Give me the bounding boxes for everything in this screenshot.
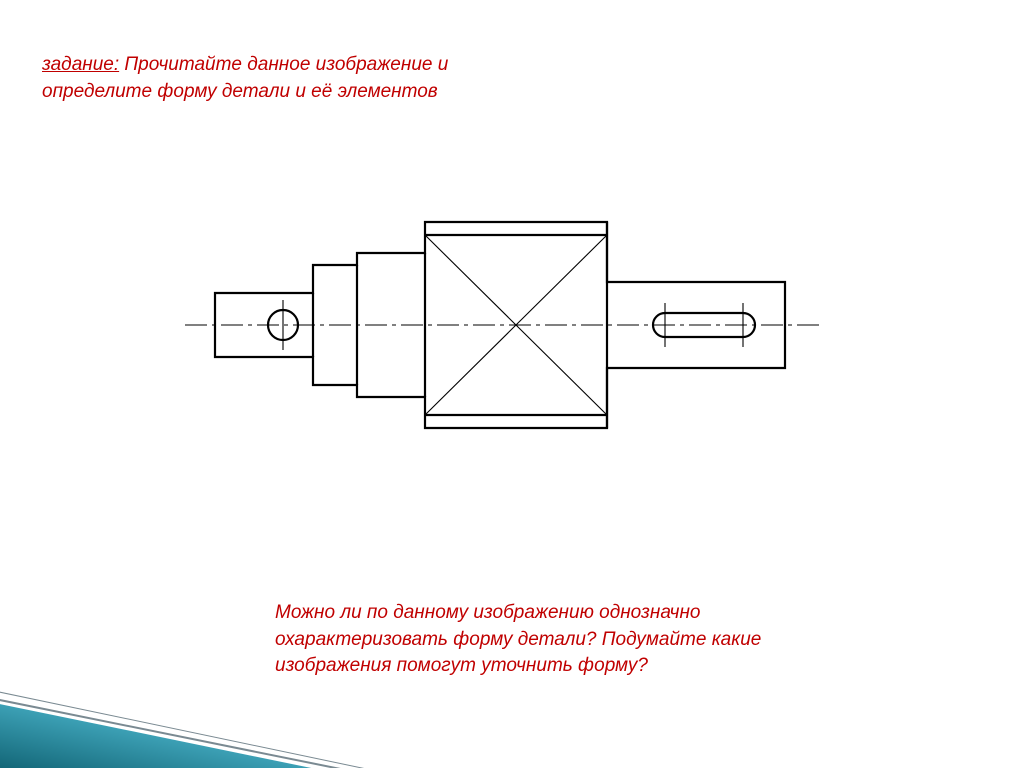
technical-drawing	[175, 175, 855, 475]
decorative-triangle	[0, 658, 400, 768]
task-text: задание: Прочитайте данное изображение и…	[42, 52, 448, 105]
task-line1: Прочитайте данное изображение и	[119, 54, 448, 75]
task-line2: определите форму детали и её элементов	[42, 81, 438, 102]
question-line1: Можно ли по данному изображению однознач…	[275, 602, 700, 623]
question-line2: охарактеризовать форму детали? Подумайте…	[275, 629, 761, 650]
task-label: задание:	[42, 54, 119, 75]
